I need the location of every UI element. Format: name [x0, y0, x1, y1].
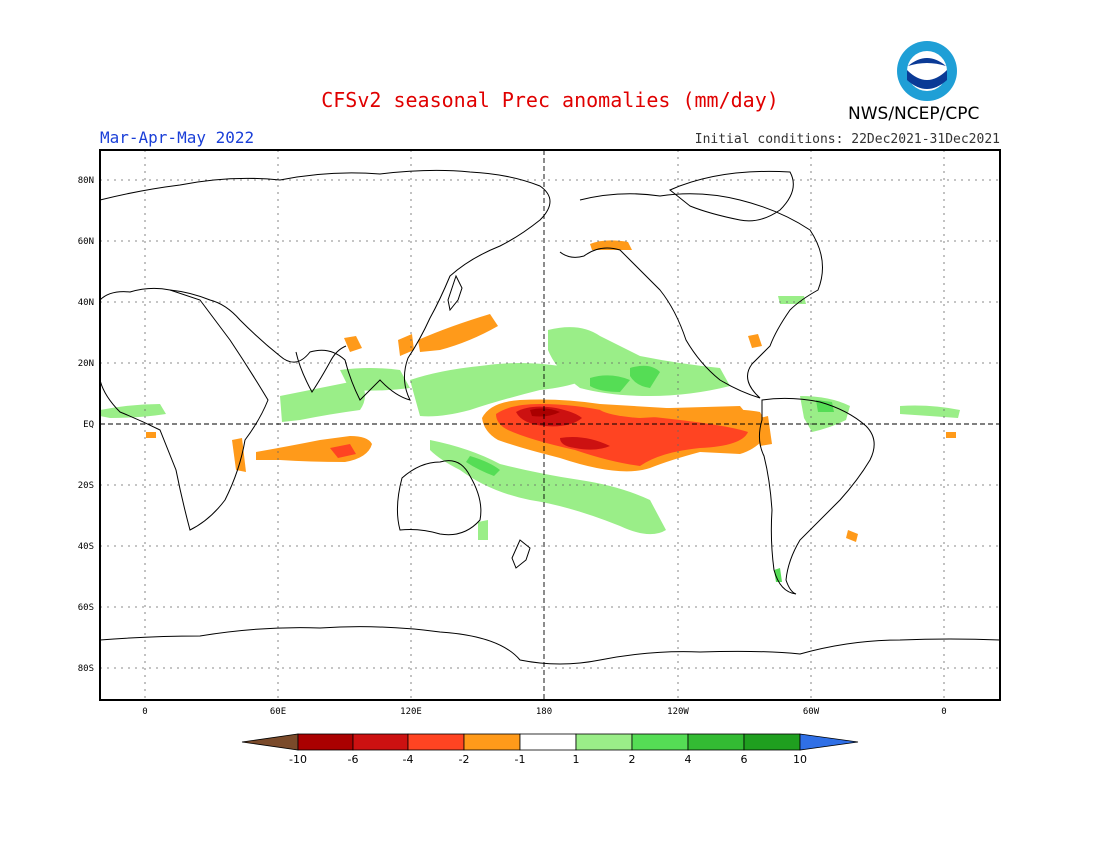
colorbar-label: 2 — [629, 753, 636, 766]
china-dry — [398, 334, 414, 356]
south-atlantic-dry — [846, 530, 858, 542]
lon-label: 60E — [270, 707, 286, 717]
north-america-coast — [559, 193, 823, 399]
chile-wet — [774, 568, 782, 582]
colorbar-label: -6 — [348, 753, 359, 766]
noaa-logo-icon: NOAA — [897, 41, 957, 101]
colorbar-label: -10 — [289, 753, 307, 766]
north-pacific-wet-2 — [590, 375, 630, 392]
anomaly-fields — [100, 240, 960, 582]
spcz-wet-2 — [466, 456, 500, 476]
colorbar-bin — [352, 733, 409, 751]
colorbar-bin — [297, 733, 354, 751]
map-title: CFSv2 seasonal Prec anomalies (mm/day) — [321, 88, 779, 112]
graticule — [100, 150, 1000, 700]
colorbar-label: -4 — [403, 753, 414, 766]
nw-pacific-dry — [418, 314, 498, 352]
colorbar-label: 1 — [573, 753, 580, 766]
pacific-dry-core — [530, 408, 560, 417]
colorbar-bin — [519, 733, 577, 751]
greenland-coast — [669, 170, 794, 222]
amazon-wet-2 — [816, 400, 834, 412]
australia-coast — [396, 460, 482, 536]
alaska-dry — [590, 240, 632, 250]
amazon-wet — [800, 396, 850, 432]
colorbar-bin — [687, 733, 745, 751]
map-frame — [99, 149, 1001, 701]
japan-coast — [447, 274, 463, 312]
season-label: Mar-Apr-May 2022 — [100, 128, 255, 147]
pacific-dry-darkred-2 — [560, 437, 610, 450]
madagascar-dry — [232, 438, 246, 472]
eurasia-coast — [99, 169, 551, 401]
noaa-logo-text: NOAA — [913, 65, 942, 75]
nz-wet — [478, 520, 488, 540]
africa-dry — [146, 432, 156, 438]
colorbar-bin — [631, 733, 689, 751]
maritime-wet — [410, 363, 600, 417]
indian-wet-2 — [340, 368, 410, 391]
colorbar: -10 -6 -4 -2 -1 1 2 4 6 10 — [241, 733, 859, 766]
colorbar-label: -1 — [515, 753, 526, 766]
lat-label: 80S — [78, 664, 94, 674]
indian-wet — [280, 380, 365, 422]
pacific-dry-extension — [600, 406, 745, 418]
colorbar-label: -2 — [459, 753, 470, 766]
colorbar-bin — [575, 733, 633, 751]
north-pacific-wet-3 — [630, 365, 660, 388]
africa-coast — [99, 287, 269, 531]
lat-label: 20S — [78, 481, 94, 491]
indian-ocean-dry-red — [330, 444, 356, 458]
lat-label: 40S — [78, 542, 94, 552]
lon-label: 0 — [142, 707, 147, 717]
lat-label: 40N — [78, 298, 94, 308]
coastlines — [99, 169, 1001, 665]
colorbar-high-arrow — [799, 733, 859, 751]
antarctica-coast — [99, 626, 1001, 665]
initial-conditions: Initial conditions: 22Dec2021-31Dec2021 — [694, 132, 1000, 147]
south-america-coast — [758, 397, 875, 595]
lat-label: 80N — [78, 176, 94, 186]
colorbar-label: 10 — [793, 753, 807, 766]
africa-wet — [100, 404, 166, 418]
lat-labels: 80N 60N 40N 20N EQ 20S 40S 60S 80S — [78, 176, 94, 674]
equator-dateline — [100, 150, 1000, 700]
lon-label: 180 — [536, 707, 552, 717]
colorbar-bin — [463, 733, 521, 751]
atlantic-wet — [900, 405, 960, 418]
colorbar-bin — [743, 733, 801, 751]
lat-label: 60S — [78, 603, 94, 613]
colorbar-low-arrow — [241, 733, 299, 751]
atlantic-dry-e — [946, 432, 956, 438]
lon-label: 120W — [667, 707, 689, 717]
india-coast — [295, 345, 347, 393]
se-usa-dry — [748, 334, 762, 348]
ecuador-dry — [752, 416, 772, 446]
lat-label: 60N — [78, 237, 94, 247]
lon-label: 60W — [803, 707, 820, 717]
colorbar-label: 6 — [741, 753, 748, 766]
organization-label: NWS/NCEP/CPC — [848, 104, 980, 124]
colorbar-bin — [407, 733, 465, 751]
lon-label: 120E — [400, 707, 422, 717]
lat-label: EQ — [83, 420, 94, 430]
lon-labels: 0 60E 120E 180 120W 60W 0 — [142, 707, 946, 717]
bay-of-bengal-dry — [344, 336, 362, 352]
lon-label: 0 — [941, 707, 946, 717]
nz-coast — [511, 539, 531, 569]
lat-label: 20N — [78, 359, 94, 369]
colorbar-label: 4 — [685, 753, 692, 766]
